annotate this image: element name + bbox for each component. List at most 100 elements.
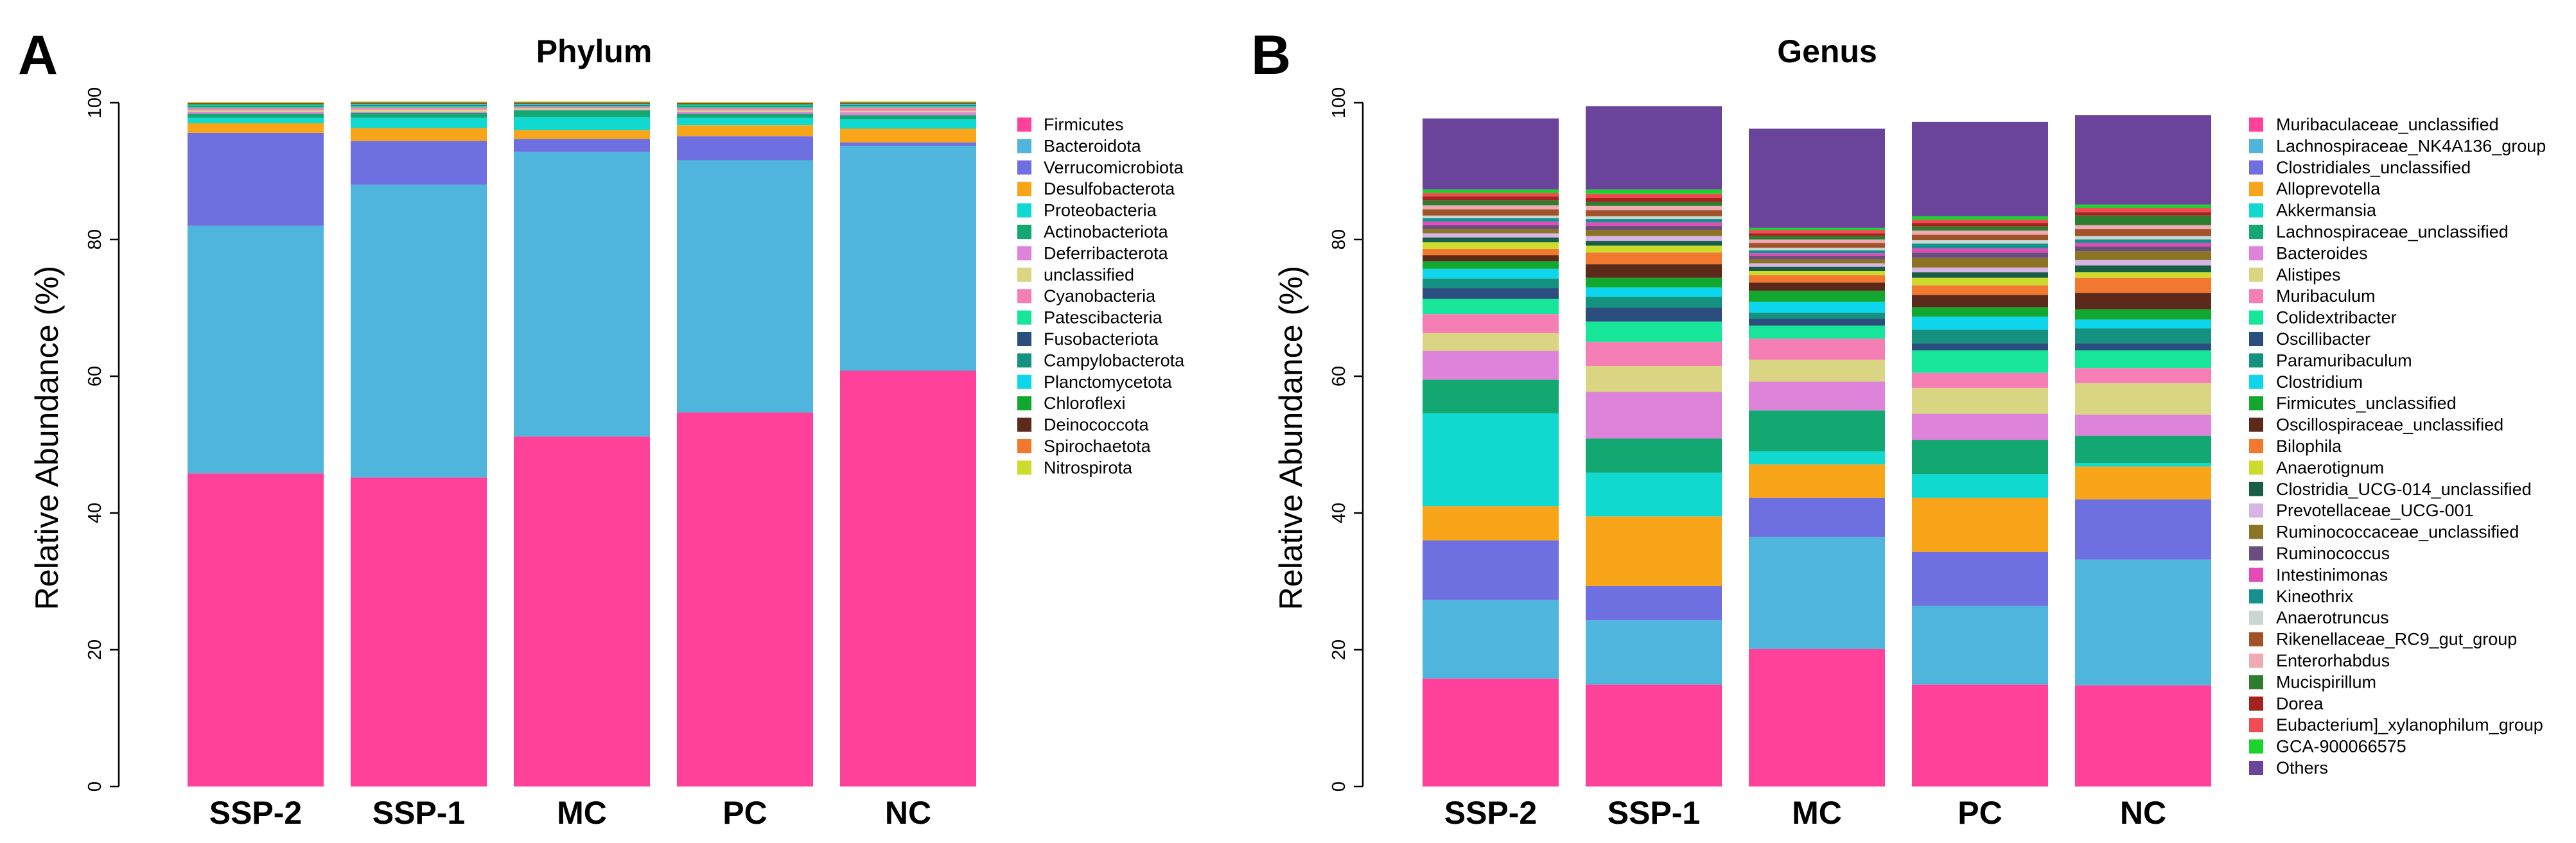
panel-b-legend-label: Muribaculum bbox=[2276, 286, 2376, 306]
panel-b-bar-segment bbox=[1423, 193, 1559, 196]
panel-b-bar-segment bbox=[2075, 215, 2211, 225]
panel-b-bar-segment bbox=[1912, 552, 2048, 606]
panel-b-bar-segment bbox=[1423, 196, 1559, 201]
panel-b-legend: Muribaculaceae_unclassified Lachnospirace… bbox=[2249, 115, 2546, 778]
panel-a-bar-segment bbox=[840, 104, 976, 105]
panel-b-bar-segment bbox=[1586, 308, 1722, 322]
panel-a-x-tick-label: SSP-2 bbox=[209, 795, 302, 831]
panel-b-bar-segment bbox=[1586, 205, 1722, 211]
panel-b-bar-segment bbox=[1423, 209, 1559, 216]
panel-b-bar-segment bbox=[2075, 350, 2211, 369]
panel-a-bar-segment bbox=[677, 106, 813, 107]
panel-b-bar-segment bbox=[1586, 516, 1722, 586]
panel-b-bar-segment bbox=[1423, 333, 1559, 351]
panel-a-bar-segment bbox=[188, 473, 324, 787]
panel-b-bar-segment bbox=[1912, 121, 2048, 216]
panel-b-y-axis-label: Relative Abundance (%) bbox=[1273, 266, 1309, 610]
panel-b-bar-segment bbox=[1912, 226, 2048, 231]
panel-a-bar-segment bbox=[188, 105, 324, 107]
panel-a-plot: 0 20 40 60 80 100 SSP-2 SSP-1 MC PC NC bbox=[85, 87, 976, 831]
panel-a-x-tick-label: MC bbox=[557, 795, 607, 831]
panel-a-bar-segment bbox=[351, 109, 487, 112]
panel-b-legend-label: Anaerotruncus bbox=[2276, 608, 2389, 627]
panel-b-legend-label: Mucispirillum bbox=[2276, 672, 2376, 691]
panel-b-bar-segment bbox=[1749, 253, 1885, 256]
panel-a-y-tick-label: 60 bbox=[85, 366, 105, 387]
panel-b-bar-segment bbox=[1749, 266, 1885, 271]
panel-a-bar-segment bbox=[840, 105, 976, 107]
panel-b-bar-segment bbox=[1586, 342, 1722, 367]
panel-a-legend-swatch bbox=[1017, 267, 1031, 282]
panel-b-bar-segment bbox=[1586, 189, 1722, 194]
panel-b-legend-swatch bbox=[2249, 182, 2263, 196]
panel-b-bar-segment bbox=[1586, 219, 1722, 223]
panel-b-bar-segment bbox=[2075, 559, 2211, 686]
panel-a-bar-segment bbox=[514, 130, 650, 139]
panel-b-bar-segment bbox=[1912, 223, 2048, 227]
panel-b-bar-segment bbox=[1423, 299, 1559, 315]
panel-a-legend-swatch bbox=[1017, 460, 1031, 475]
panel-b-bar-segment bbox=[1749, 338, 1885, 360]
panel-b-bar-segment bbox=[1749, 250, 1885, 254]
panel-b-bar-segment bbox=[2075, 204, 2211, 209]
panel-b-legend-label: Colidextribacter bbox=[2276, 308, 2397, 327]
panel-a-legend-label: Firmicutes bbox=[1044, 115, 1124, 134]
panel-a-bar-segment bbox=[840, 128, 976, 143]
panel-b-bar-segment bbox=[2075, 309, 2211, 320]
panel-b-letter: B bbox=[1251, 24, 1291, 86]
panel-b-bar-segment bbox=[1749, 410, 1885, 452]
panel-b-bar-segment bbox=[1586, 321, 1722, 342]
panel-a-legend-swatch bbox=[1017, 417, 1031, 432]
panel-a-bar-segment bbox=[514, 101, 650, 103]
panel-b-bar-segment bbox=[1423, 288, 1559, 299]
panel-b-y-tick-label: 100 bbox=[1329, 87, 1349, 118]
panel-b-x-tick-label: PC bbox=[1958, 795, 2002, 831]
panel-b-bar-segment bbox=[1586, 198, 1722, 202]
panel-b-legend-swatch bbox=[2249, 310, 2263, 325]
panel-b-legend-label: Alloprevotella bbox=[2276, 179, 2381, 198]
panel-b-legend-label: Lachnospiraceae_unclassified bbox=[2276, 222, 2509, 241]
panel-b-legend-swatch bbox=[2249, 267, 2263, 282]
panel-a-bar-segment bbox=[351, 128, 487, 141]
panel-b-bar-segment bbox=[1749, 537, 1885, 649]
panel-b-bar-segment bbox=[2075, 435, 2211, 464]
panel-b-legend-label: Paramuribaculum bbox=[2276, 351, 2412, 370]
panel-a-bar-segment bbox=[188, 111, 324, 114]
panel-a-y-tick-label: 100 bbox=[85, 87, 105, 118]
panel-b-bar-segment bbox=[1423, 233, 1559, 238]
panel-a-legend-label: Deinococcota bbox=[1044, 415, 1150, 435]
panel-a-bar-segment bbox=[188, 114, 324, 118]
panel-a-bar-segment bbox=[677, 103, 813, 105]
panel-b-legend-label: Firmicutes_unclassified bbox=[2276, 394, 2457, 413]
panel-b-bar-segment bbox=[1912, 684, 2048, 787]
panel-a-legend-label: Spirochaetota bbox=[1044, 437, 1152, 456]
panel-b-bar-segment bbox=[1586, 277, 1722, 288]
panel-b-bar-segment bbox=[1912, 267, 2048, 273]
panel-b-legend-label: Clostridiales_unclassified bbox=[2276, 158, 2471, 177]
panel-a-x-tick-label: PC bbox=[723, 795, 767, 831]
panel-a-legend-swatch bbox=[1017, 225, 1031, 239]
panel-a-bar-segment bbox=[677, 111, 813, 114]
panel-a-legend-swatch bbox=[1017, 289, 1031, 304]
panel-b-legend-swatch bbox=[2249, 160, 2263, 175]
panel-b-y-tick-label: 20 bbox=[1329, 639, 1349, 660]
panel-b-bar-segment bbox=[2075, 239, 2211, 243]
panel-b-bar-segment bbox=[1749, 451, 1885, 465]
panel-b-x-tick-label: SSP-2 bbox=[1444, 795, 1538, 831]
panel-b-bar-segment bbox=[1749, 247, 1885, 251]
panel-b-x-tick-label: NC bbox=[2120, 795, 2166, 831]
panel-b-bar-segment bbox=[1423, 118, 1559, 190]
panel-b-legend-label: Akkermansia bbox=[2276, 201, 2377, 220]
panel-a-bar-segment bbox=[514, 101, 650, 102]
panel-b-bar-segment bbox=[1912, 234, 2048, 241]
panel-a-bar-segment bbox=[514, 139, 650, 152]
panel-a-bar-segment bbox=[840, 107, 976, 111]
panel-a-legend-label: Campylobacterota bbox=[1044, 351, 1185, 370]
panel-b-bar-segment bbox=[2075, 383, 2211, 415]
panel-b-legend-label: Oscillospiraceae_unclassified bbox=[2276, 415, 2503, 435]
panel-b-bar-segment bbox=[1423, 248, 1559, 256]
panel-a-legend-label: Patescibacteria bbox=[1044, 308, 1163, 327]
panel-b-legend-label: Clostridia_UCG-014_unclassified bbox=[2276, 480, 2532, 499]
panel-b-bar-segment bbox=[2075, 685, 2211, 787]
